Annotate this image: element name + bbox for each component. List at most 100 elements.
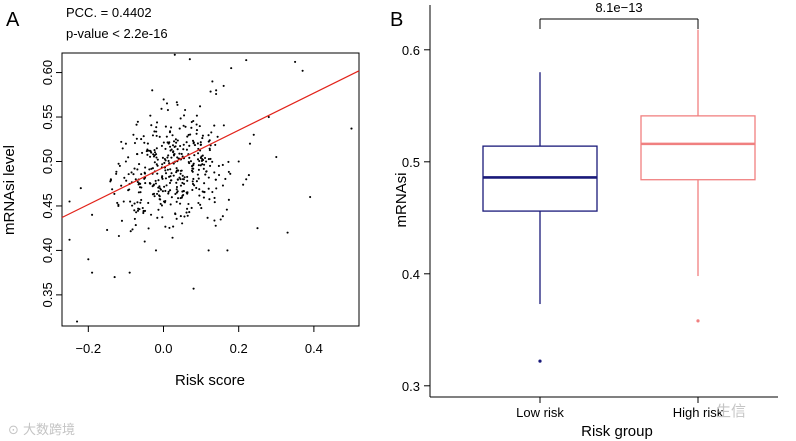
scatter-point: [127, 156, 130, 159]
scatter-point: [204, 156, 207, 160]
scatter-point: [144, 182, 147, 185]
scatter-point: [164, 225, 167, 228]
scatter-point: [182, 143, 185, 146]
scatter-point: [131, 228, 134, 231]
scatter-point: [183, 215, 186, 218]
scatter-point: [148, 168, 151, 171]
watermark-right: 生信: [716, 402, 747, 420]
scatter-point: [157, 179, 160, 182]
scatter-point: [170, 126, 173, 129]
scatter-point: [186, 175, 189, 178]
scatter-point: [154, 179, 157, 182]
scatter-point: [195, 114, 198, 117]
scatter-point: [124, 142, 127, 145]
scatter-point: [217, 164, 220, 168]
scatter-point: [193, 184, 196, 187]
scatter-point: [183, 176, 186, 179]
scatter-point: [197, 168, 200, 171]
scatter-point: [142, 211, 145, 215]
scatter-point: [182, 178, 185, 181]
scatter-point: [155, 156, 158, 159]
scatter-point: [120, 140, 123, 143]
scatter-point: [256, 227, 259, 230]
scatter-point: [136, 201, 139, 204]
scatter-point: [178, 176, 181, 179]
scatter-point: [132, 173, 135, 176]
scatter-point: [213, 124, 216, 127]
scatter-point: [188, 211, 191, 214]
watermark-left: ⊙ 大数跨境: [8, 423, 76, 438]
scatter-point: [187, 133, 190, 136]
scatter-point: [160, 144, 163, 147]
scatter-point: [142, 135, 145, 138]
scatter-point: [129, 200, 132, 203]
scatter-point: [123, 176, 126, 179]
scatter-point: [170, 196, 173, 199]
scatter-point: [184, 125, 187, 128]
x-tick-label: High risk: [673, 405, 724, 420]
scatter-point: [143, 172, 147, 175]
scatter-point: [201, 154, 204, 157]
scatter-point: [147, 149, 150, 152]
scatter-point: [185, 141, 188, 144]
scatter-point: [150, 151, 153, 154]
panel-b: B 0.3 0.4 0.5 0.6 Low risk High risk 8.1e−13…: [390, 0, 778, 440]
scatter-point: [79, 187, 82, 190]
scatter-point: [175, 188, 178, 191]
scatter-point: [211, 80, 214, 83]
scatter-point: [173, 53, 176, 56]
scatter-point: [182, 194, 185, 197]
scatter-point: [136, 153, 139, 156]
scatter-point: [221, 163, 224, 167]
scatter-point: [135, 211, 138, 214]
scatter-point: [136, 168, 139, 171]
outlier-point: [696, 319, 700, 323]
scatter-point: [120, 184, 123, 187]
scatter-point: [198, 105, 202, 108]
scatter-point: [155, 163, 158, 166]
scatter-point: [199, 203, 202, 206]
scatter-point: [164, 189, 167, 193]
scatter-point: [215, 187, 218, 190]
scatter-point: [167, 154, 170, 157]
scatter-point: [166, 168, 169, 171]
scatter-point: [143, 177, 146, 180]
scatter-point: [204, 173, 207, 176]
scatter-point: [217, 173, 221, 177]
scatter-point: [127, 189, 130, 192]
scatter-point: [195, 180, 198, 183]
scatter-point: [200, 207, 203, 210]
scatter-point: [164, 172, 168, 175]
scatter-point: [166, 156, 169, 159]
scatter-point: [159, 198, 162, 201]
scatter-point: [208, 198, 211, 201]
scatter-point: [198, 159, 201, 163]
scatter-point: [135, 137, 138, 140]
scatter-point: [247, 174, 250, 177]
scatter-point: [151, 89, 154, 92]
scatter-point: [68, 238, 71, 241]
scatter-point: [176, 178, 179, 181]
scatter-point: [209, 90, 212, 93]
scatter-point: [286, 231, 289, 234]
scatter-point: [130, 171, 133, 174]
scatter-point: [192, 177, 195, 181]
x-tick-label: 0.4: [305, 341, 323, 356]
scatter-point: [141, 151, 144, 154]
scatter-point: [147, 201, 150, 204]
scatter-point: [213, 196, 216, 200]
scatter-point: [149, 114, 152, 117]
scatter-point: [148, 149, 151, 152]
scatter-point: [197, 164, 200, 167]
scatter-point: [153, 161, 156, 164]
scatter-point: [157, 208, 160, 211]
box-plots: [482, 29, 756, 363]
scatter-point: [207, 176, 210, 179]
scatter-point: [151, 134, 155, 137]
scatter-point: [129, 230, 132, 233]
scatter-point: [153, 195, 156, 198]
scatter-point: [188, 162, 191, 165]
scatter-point: [169, 168, 172, 171]
scatter-point: [350, 127, 353, 130]
scatter-point: [199, 141, 202, 144]
